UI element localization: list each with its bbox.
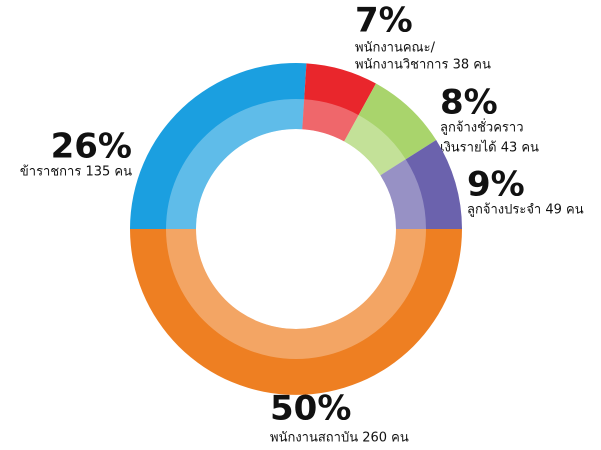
donut-segment — [302, 63, 376, 142]
inner-ring — [302, 99, 359, 142]
inner-ring — [166, 229, 426, 359]
category-label: ลูกจ้างประจำ 49 คน — [467, 203, 584, 218]
donut-segment — [130, 62, 307, 230]
inner-ring — [344, 115, 406, 176]
category-label: พนักงานคณะ/ — [355, 41, 436, 56]
inner-ring — [166, 99, 305, 229]
percent-label: 50% — [270, 389, 351, 429]
inner-ring — [380, 159, 426, 229]
donut-segment — [130, 229, 462, 395]
percent-label: 9% — [467, 165, 525, 205]
percent-label: 7% — [355, 1, 413, 41]
donut-segment — [344, 83, 437, 176]
donut-segment — [380, 140, 462, 229]
category-label: พนักงานสถาบัน 260 คน — [270, 431, 409, 446]
category-label: ลูกจ้างชั่วคราว — [440, 119, 524, 136]
category-label: เงินรายได้ 43 คน — [440, 140, 539, 156]
percent-label: 26% — [51, 127, 132, 167]
category-label: พนักงานวิชาการ 38 คน — [355, 58, 491, 73]
percent-label: 8% — [440, 83, 498, 123]
category-label: ข้าราชการ 135 คน — [20, 165, 132, 180]
